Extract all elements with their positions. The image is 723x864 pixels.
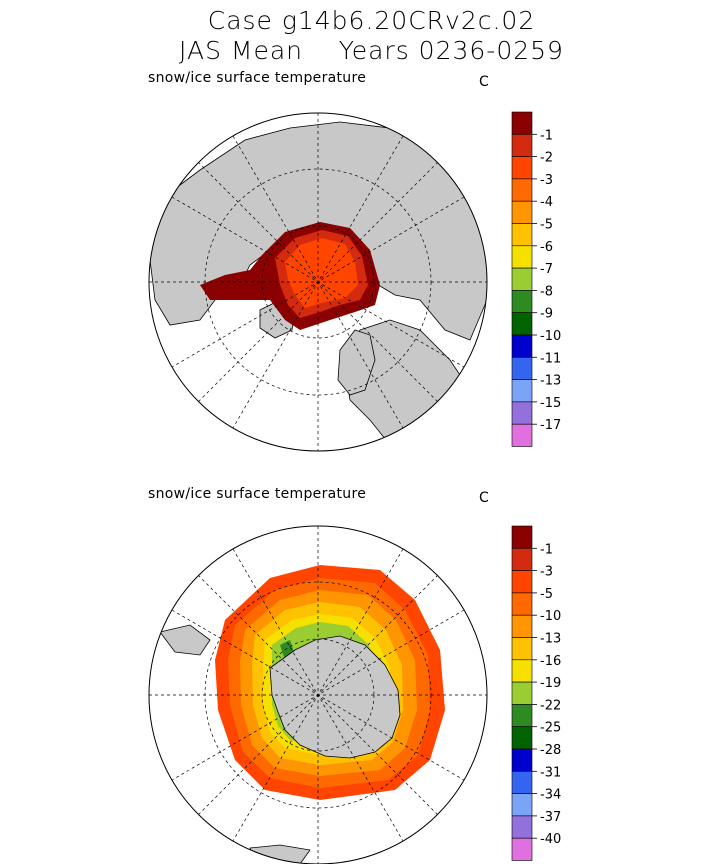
north-colorbar-label: -2 bbox=[540, 151, 553, 166]
south-colorbar-box bbox=[511, 770, 533, 794]
north-colorbar-box bbox=[511, 178, 533, 202]
north-colorbar-box bbox=[511, 111, 533, 135]
north-colorbar-box bbox=[511, 312, 533, 336]
south-colorbar-label: -3 bbox=[540, 565, 553, 580]
south-colorbar-box bbox=[511, 837, 533, 861]
north-colorbar-label: -11 bbox=[540, 351, 561, 366]
south-colorbar-box bbox=[511, 726, 533, 750]
south-map-border bbox=[148, 525, 488, 864]
south-colorbar-box bbox=[511, 614, 533, 638]
panel2-variable-label: snow/ice surface temperature bbox=[148, 486, 367, 502]
north-graticule bbox=[149, 113, 487, 451]
south-colorbar-label: -13 bbox=[540, 632, 561, 647]
south-colorbar-box bbox=[511, 592, 533, 616]
south-colorbar-label: -37 bbox=[540, 810, 561, 825]
north-colorbar-label: -4 bbox=[540, 195, 553, 210]
panel2-unit-label: C bbox=[479, 490, 490, 506]
south-colorbar-box bbox=[511, 637, 533, 661]
south-colorbar-label: -28 bbox=[540, 743, 561, 758]
north-colorbar-box bbox=[511, 245, 533, 269]
north-map-border bbox=[148, 112, 488, 452]
north-colorbar-box bbox=[511, 401, 533, 425]
north-colorbar-label: -6 bbox=[540, 240, 553, 255]
north-colorbar-label: -17 bbox=[540, 418, 561, 433]
north-colorbar: -1 -2 -3 -4 -5 -6 -7 -8 -9 -10 -11 -13 -15 -17 bbox=[511, 111, 561, 447]
north-polar-map bbox=[148, 112, 488, 452]
south-colorbar-box bbox=[511, 704, 533, 728]
north-colorbar-box bbox=[511, 223, 533, 247]
north-colorbar-label: -13 bbox=[540, 374, 561, 389]
south-colorbar-box bbox=[511, 547, 533, 571]
south-colorbar-label: -1 bbox=[540, 542, 553, 557]
north-colorbar-box bbox=[511, 290, 533, 313]
south-colorbar-label: -40 bbox=[540, 832, 561, 847]
north-colorbar-box bbox=[511, 334, 533, 358]
south-polar-map bbox=[148, 525, 488, 864]
south-colorbar-label: -16 bbox=[540, 654, 561, 669]
south-colorbar-box bbox=[511, 815, 533, 839]
north-colorbar-label: -3 bbox=[540, 173, 553, 188]
north-colorbar-box bbox=[511, 267, 533, 291]
north-colorbar-label: -1 bbox=[540, 128, 553, 143]
south-colorbar-label: -10 bbox=[540, 609, 561, 624]
north-ice-field bbox=[200, 222, 380, 330]
south-colorbar-label: -31 bbox=[540, 765, 561, 780]
north-colorbar-box bbox=[511, 134, 533, 157]
north-colorbar-box bbox=[511, 200, 533, 224]
south-colorbar-label: -25 bbox=[540, 721, 561, 736]
south-graticule bbox=[149, 526, 487, 864]
panel1-unit-label: C bbox=[479, 74, 490, 90]
figure-title-case: Case g14b6.20CRv2c.02 bbox=[207, 6, 536, 35]
north-colorbar-label: -5 bbox=[540, 218, 553, 233]
north-colorbar-box bbox=[511, 356, 533, 380]
panel1-variable-label: snow/ice surface temperature bbox=[148, 70, 367, 86]
north-colorbar-box bbox=[511, 156, 533, 180]
north-colorbar-label: -10 bbox=[540, 329, 561, 344]
north-colorbar-label: -8 bbox=[540, 284, 553, 299]
south-colorbar: -1 -3 -5 -10 -13 -16 -19 -22 -25 -28 -31 -34 -37 -40 bbox=[511, 525, 561, 861]
south-colorbar-box bbox=[511, 525, 533, 549]
south-colorbar-label: -19 bbox=[540, 676, 561, 691]
north-colorbar-label: -7 bbox=[540, 262, 553, 277]
south-colorbar-box bbox=[511, 570, 533, 594]
north-colorbar-box bbox=[511, 379, 533, 403]
south-colorbar-box bbox=[511, 793, 533, 817]
north-colorbar-label: -9 bbox=[540, 307, 553, 322]
north-colorbar-box bbox=[511, 423, 533, 447]
south-colorbar-box bbox=[511, 681, 533, 705]
south-colorbar-label: -34 bbox=[540, 788, 561, 803]
south-colorbar-label: -22 bbox=[540, 698, 561, 713]
north-colorbar-label: -15 bbox=[540, 396, 561, 411]
south-colorbar-label: -5 bbox=[540, 587, 553, 602]
south-colorbar-box bbox=[511, 659, 533, 683]
figure-title-period: JAS Mean Years 0236-0259 bbox=[179, 36, 564, 65]
south-colorbar-box bbox=[511, 748, 533, 772]
